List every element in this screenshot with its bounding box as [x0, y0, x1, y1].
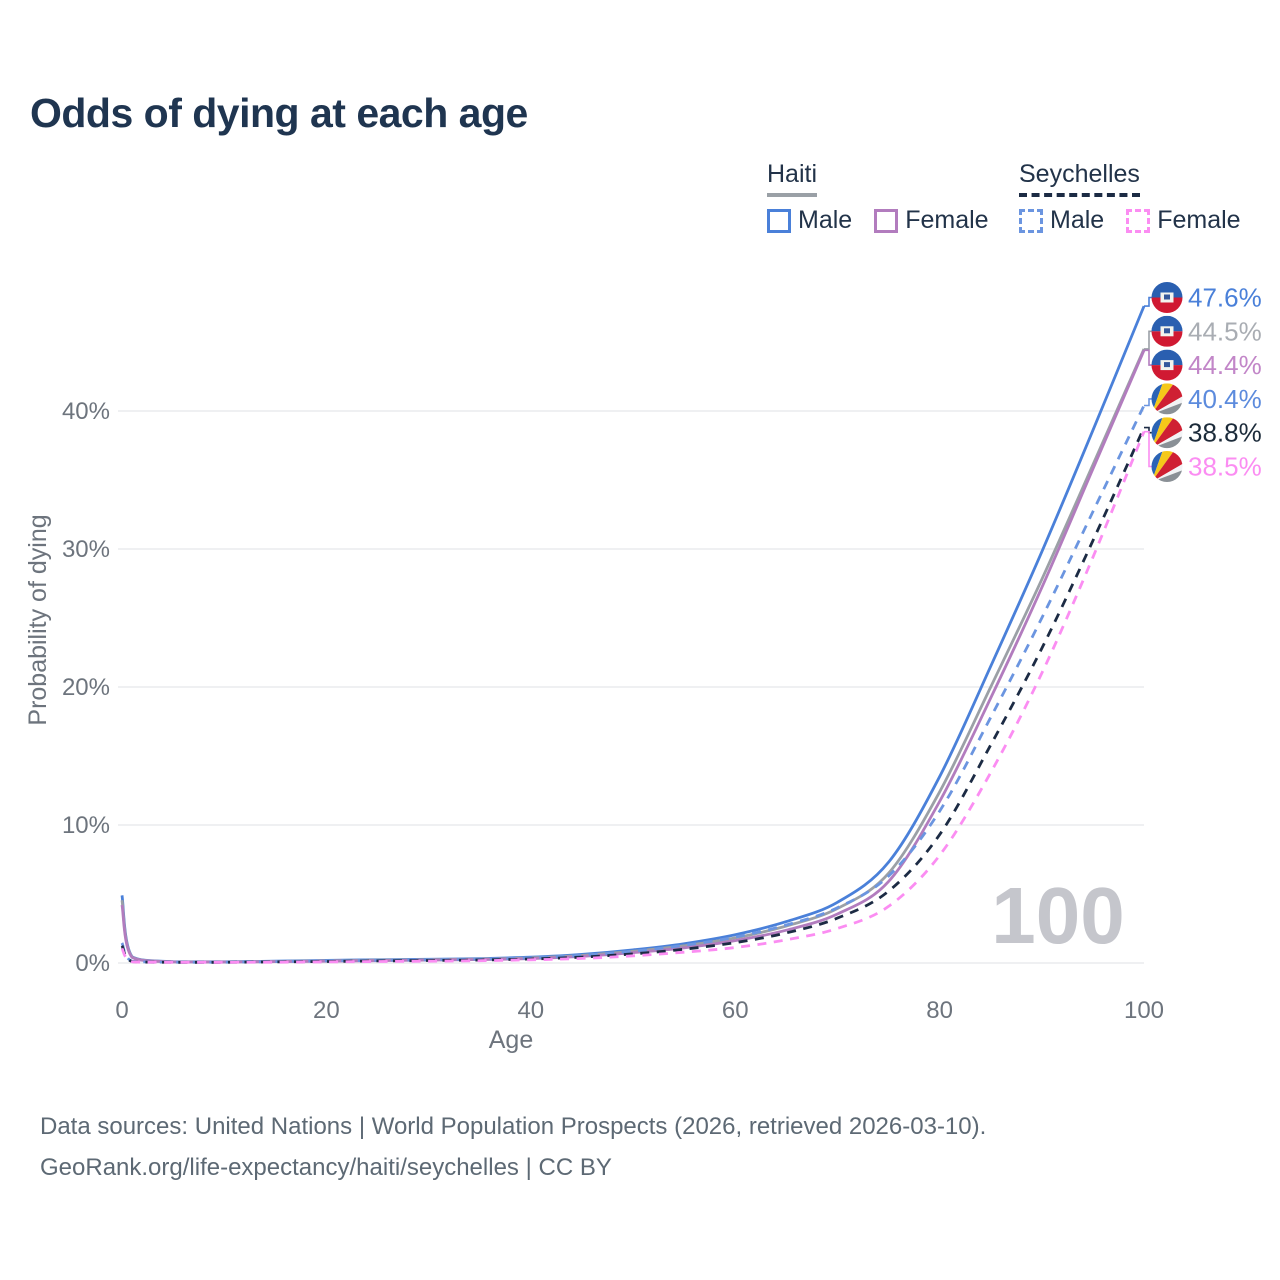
legend-label-haiti-male: Male	[798, 206, 853, 234]
age-watermark-text: 100	[991, 871, 1124, 960]
legend-country-seychelles: Seychelles	[1019, 160, 1140, 197]
legend-item-seychelles-female[interactable]: Female	[1126, 206, 1241, 235]
haiti-flag-icon	[1151, 315, 1183, 347]
x-tick-label-80: 80	[926, 997, 953, 1024]
footer-attribution-line: GeoRank.org/life-expectancy/haiti/seyche…	[40, 1154, 612, 1181]
end-label-seychelles-female: 38.5%	[1188, 452, 1262, 482]
y-tick-label-10: 10%	[62, 812, 110, 839]
connector-seychelles-male	[1144, 398, 1152, 407]
connector-seychelles-female	[1144, 430, 1152, 468]
legend-label-seychelles-male: Male	[1050, 206, 1105, 234]
series-line-seychelles-female[interactable]	[120, 431, 1146, 964]
y-tick-label-0: 0%	[75, 950, 110, 977]
seychelles-flag-icon	[1151, 417, 1183, 449]
legend-item-seychelles-male[interactable]: Male	[1019, 206, 1104, 235]
y-axis-title: Probability of dying	[24, 514, 52, 725]
series-line-haiti-male[interactable]	[120, 305, 1146, 964]
legend-country-haiti: Haiti	[767, 160, 818, 197]
footer: Data sources: United Nations | World Pop…	[40, 1106, 986, 1188]
x-tick-label-40: 40	[517, 997, 544, 1024]
legend-group-haiti: Haiti Male Female	[767, 160, 1005, 235]
footer-sources-line: Data sources: United Nations | World Pop…	[40, 1113, 987, 1140]
legend-label-haiti-female: Female	[905, 206, 989, 234]
legend-label-seychelles-female: Female	[1157, 206, 1241, 234]
legend-item-haiti-male[interactable]: Male	[767, 206, 852, 235]
series-lines	[120, 305, 1146, 964]
x-tick-label-0: 0	[115, 997, 128, 1024]
end-label-flags	[1151, 282, 1183, 482]
age-watermark: 100	[991, 871, 1124, 960]
haiti-male-swatch-icon	[767, 208, 791, 233]
legend-item-haiti-female[interactable]: Female	[874, 206, 989, 235]
end-label-haiti-male: 47.6%	[1188, 283, 1262, 313]
connector-haiti-male	[1144, 296, 1152, 307]
haiti-flag-icon	[1151, 282, 1183, 313]
x-tick-label-20: 20	[313, 997, 340, 1024]
x-tick-label-60: 60	[722, 997, 749, 1024]
y-tick-label-30: 30%	[62, 536, 110, 563]
end-value-labels: 47.6%44.5% 44.4% 40.4% 38.8% 38.5%	[1188, 283, 1262, 482]
page-title: Odds of dying at each age	[30, 90, 528, 136]
seychelles-flag-icon	[1151, 383, 1183, 415]
x-axis-title: Age	[489, 1026, 533, 1054]
connector-haiti-female	[1144, 349, 1152, 366]
legend-group-seychelles: Seychelles Male Female	[1019, 160, 1257, 235]
haiti-flag-icon	[1151, 349, 1183, 381]
end-label-haiti-female: 44.4%	[1188, 350, 1262, 380]
end-label-haiti-both: 44.5%	[1188, 316, 1262, 346]
seychelles-male-swatch-icon	[1019, 208, 1043, 233]
x-tick-label-100: 100	[1124, 997, 1164, 1024]
y-tick-label-40: 40%	[62, 398, 110, 425]
end-label-seychelles-both: 38.8%	[1188, 418, 1262, 448]
haiti-female-swatch-icon	[874, 208, 899, 233]
seychelles-flag-icon	[1151, 451, 1183, 482]
gridlines	[118, 410, 1144, 964]
end-label-connectors	[1144, 296, 1152, 468]
series-line-haiti-both[interactable]	[120, 348, 1146, 964]
connector-haiti-both	[1144, 330, 1152, 350]
end-label-seychelles-male: 40.4%	[1188, 384, 1262, 414]
seychelles-female-swatch-icon	[1126, 208, 1151, 233]
y-tick-label-20: 20%	[62, 674, 110, 701]
axis-labels: 0% 10% 20% 30% 40% 0 20 40 60 80 100 Age Probability…	[24, 398, 1164, 1054]
connector-seychelles-both	[1144, 426, 1152, 434]
